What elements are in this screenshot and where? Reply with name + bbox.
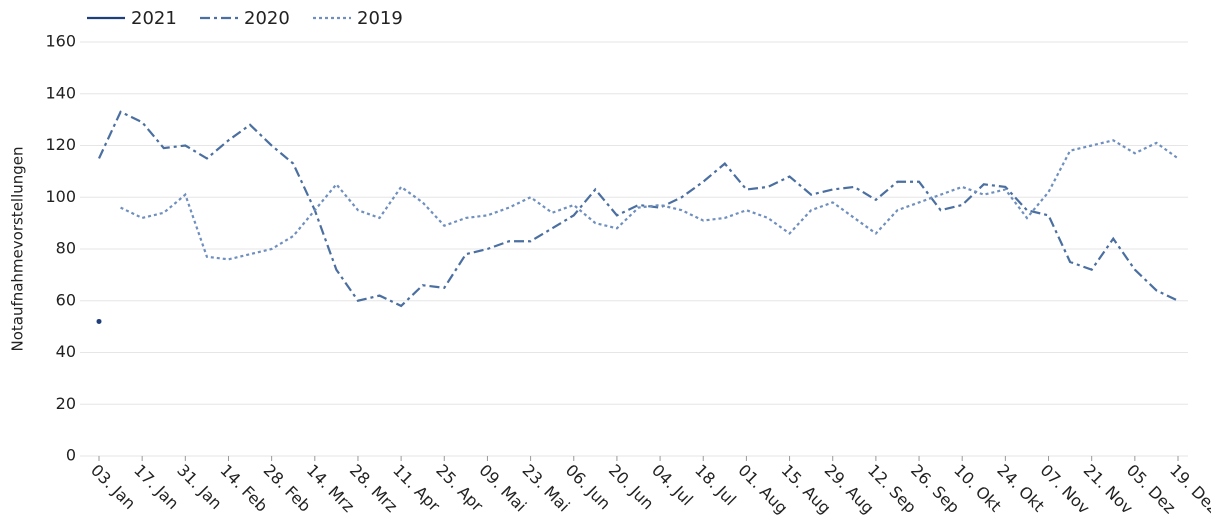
line-series (98, 110, 1179, 308)
legend-label: 2021 (131, 8, 177, 29)
legend-label: 2019 (357, 8, 403, 29)
x-tick-label: 25. Apr (432, 461, 487, 516)
y-tick-label: 100 (45, 187, 76, 206)
y-tick-label: 0 (66, 446, 76, 465)
legend-label: 2020 (244, 8, 290, 29)
y-tick-label: 20 (56, 394, 76, 413)
x-tick-label: 23. Mai (519, 461, 574, 516)
y-tick-label: 40 (56, 342, 76, 361)
x-tick-label: 09. Mai (475, 461, 530, 516)
x-tick-label: 11. Apr (389, 461, 444, 516)
y-tick-label: 140 (45, 83, 76, 102)
line-point (96, 318, 102, 324)
y-tick-label: 60 (56, 290, 76, 309)
x-tick-label: 31. Jan (173, 461, 225, 513)
x-tick-label: 18. Jul (691, 461, 740, 510)
x-tick-label: 28. Feb (260, 461, 315, 516)
x-tick-label: 24. Okt (993, 461, 1048, 516)
x-tick-label: 17. Jan (130, 461, 182, 513)
line-series (120, 139, 1179, 261)
x-tick-label: 03. Jan (87, 461, 139, 513)
y-axis-title: Notaufnahmevorstellungen (9, 146, 27, 351)
y-tick-label: 80 (56, 239, 76, 258)
y-tick-label: 160 (45, 32, 76, 51)
x-tick-label: 20. Jun (605, 461, 658, 514)
x-tick-label: 14. Feb (216, 461, 271, 516)
y-tick-label: 120 (45, 135, 76, 154)
